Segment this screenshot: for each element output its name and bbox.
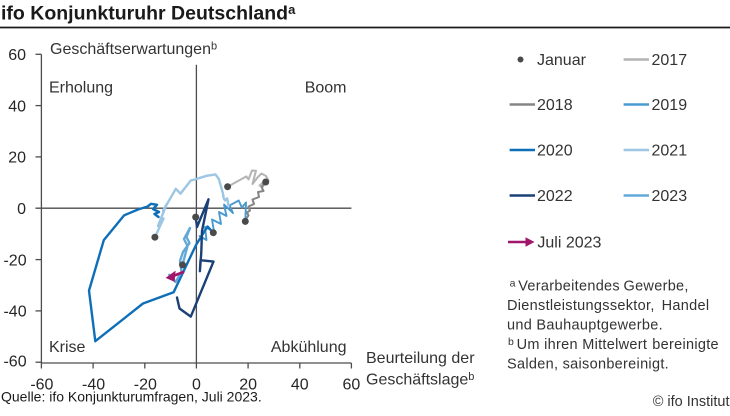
svg-text:60: 60 — [343, 377, 361, 394]
svg-text:Erholung: Erholung — [49, 80, 113, 97]
svg-text:2020: 2020 — [537, 143, 573, 160]
svg-text:2022: 2022 — [537, 188, 573, 205]
svg-text:Abkühlung: Abkühlung — [271, 339, 347, 356]
svg-text:2017: 2017 — [652, 52, 688, 69]
svg-text:Beurteilung der: Beurteilung der — [366, 350, 475, 367]
svg-text:-60: -60 — [30, 377, 53, 394]
svg-text:-20: -20 — [134, 377, 157, 394]
svg-text:ifo Konjunkturuhr Deutschlanda: ifo Konjunkturuhr Deutschlanda — [1, 2, 296, 25]
svg-text:-20: -20 — [3, 252, 26, 269]
svg-text:60: 60 — [8, 47, 26, 64]
svg-text:Geschäftslageb: Geschäftslageb — [366, 371, 474, 389]
svg-text:Krise: Krise — [49, 339, 86, 356]
svg-text:-40: -40 — [82, 377, 105, 394]
svg-text:Quelle: ifo Konjunkturumfragen: Quelle: ifo Konjunkturumfragen, Juli 202… — [1, 389, 262, 405]
svg-text:0: 0 — [192, 377, 201, 394]
svg-text:2021: 2021 — [652, 143, 688, 160]
svg-text:und Bauhauptgewerbe.: und Bauhauptgewerbe. — [507, 318, 663, 334]
svg-text:Boom: Boom — [305, 80, 347, 97]
svg-text:Juli 2023: Juli 2023 — [537, 235, 601, 252]
svg-text:2019: 2019 — [652, 97, 688, 114]
svg-text:20: 20 — [239, 377, 257, 394]
svg-text:Geschäftserwartungenb: Geschäftserwartungenb — [50, 41, 217, 59]
svg-text:-40: -40 — [3, 304, 26, 321]
svg-text:40: 40 — [291, 377, 309, 394]
svg-text:© ifo Institut: © ifo Institut — [653, 394, 730, 410]
svg-text:Dienstleistungssektor,Handel: Dienstleistungssektor, Handel — [507, 298, 709, 314]
svg-text:40: 40 — [8, 98, 26, 115]
svg-text:2018: 2018 — [537, 97, 573, 114]
svg-text:Januar: Januar — [537, 52, 587, 69]
svg-text:Salden, saisonbereinigt.: Salden, saisonbereinigt. — [507, 357, 669, 373]
svg-text:2023: 2023 — [652, 188, 688, 205]
svg-text:-60: -60 — [3, 354, 26, 371]
svg-text:0: 0 — [17, 201, 26, 218]
svg-text:20: 20 — [8, 150, 26, 167]
